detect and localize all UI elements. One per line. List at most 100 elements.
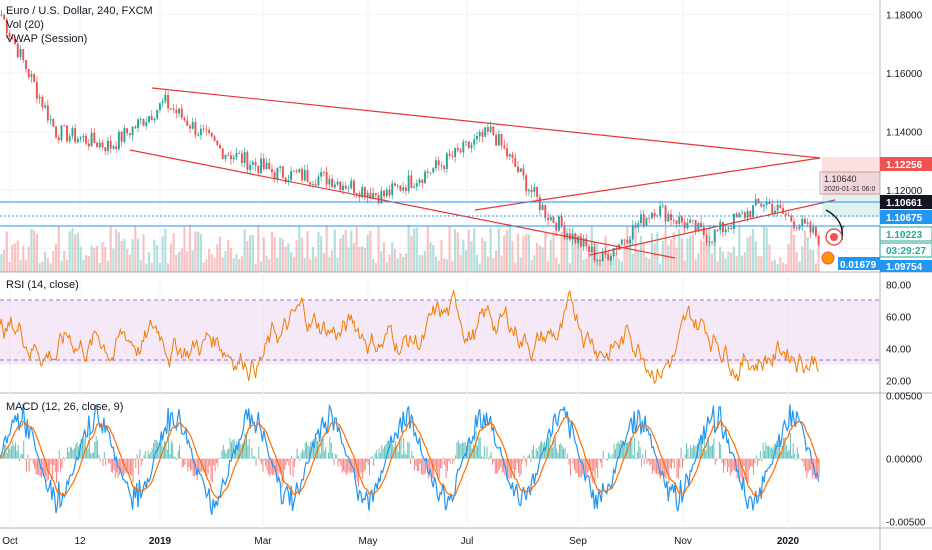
candle [506, 147, 508, 157]
svg-text:2020-01-31 06:0: 2020-01-31 06:0 [824, 186, 875, 193]
volume-bar [814, 263, 817, 272]
macd-hist-bar [188, 458, 190, 467]
macd-hist-bar [177, 450, 179, 459]
legend-vwap[interactable]: VWAP (Session) [6, 33, 88, 45]
event-badge-icon[interactable]: 7 [825, 225, 845, 246]
volume-bar [779, 257, 782, 272]
candle [760, 203, 763, 207]
candle [0, 14, 3, 16]
macd-hist-bar [553, 436, 555, 459]
macd-hist-bar [810, 458, 812, 471]
macd-hist-bar [498, 458, 500, 470]
volume-bar [210, 253, 213, 272]
volume-bar [136, 238, 140, 272]
svg-text:1.12256: 1.12256 [886, 160, 923, 171]
candle [150, 116, 153, 121]
macd-hist-bar [449, 458, 451, 464]
macd-hist-bar [191, 458, 193, 470]
candle [199, 128, 202, 136]
macd-hist-bar [291, 455, 293, 459]
macd-hist-bar [325, 447, 327, 459]
macd-hist-bar [796, 447, 798, 459]
macd-hist-bar [375, 449, 377, 459]
macd-hist-bar [703, 435, 705, 459]
volume-bar [16, 240, 19, 272]
macd-hist-bar [572, 458, 574, 464]
candle [120, 131, 123, 142]
volume-bar [251, 234, 254, 272]
macd-hist-bar [287, 458, 288, 462]
macd-hist-bar [302, 449, 304, 459]
candle [476, 136, 478, 140]
candle [336, 181, 339, 185]
candle [301, 168, 303, 181]
candle [527, 189, 530, 192]
macd-hist-bar [732, 458, 734, 471]
candle [681, 216, 683, 223]
macd-hist-bar [609, 454, 611, 459]
candle [429, 172, 432, 174]
candle [776, 204, 779, 211]
candle [746, 210, 749, 219]
macd-hist-bar [527, 455, 529, 459]
macd-hist-bar [215, 458, 217, 464]
rsi-legend[interactable]: RSI (14, close) [6, 279, 79, 291]
candle [508, 154, 511, 157]
candle [790, 215, 793, 222]
macd-hist-bar [138, 458, 140, 475]
legend-symbol[interactable]: Euro / U.S. Dollar, 240, FXCM [6, 5, 153, 17]
projection-box-red [822, 157, 880, 195]
macd-hist-bar [777, 444, 779, 459]
volume-bar [470, 241, 473, 272]
macd-hist-bar [564, 447, 566, 459]
volume-bar [546, 261, 550, 272]
candle [536, 187, 539, 198]
trend-line [474, 157, 821, 211]
candle [41, 96, 44, 108]
macd-hist-bar [668, 458, 670, 485]
candle [33, 74, 36, 83]
volume-bar [131, 239, 134, 272]
volume-bar [262, 237, 265, 272]
candle [555, 223, 558, 231]
candle [659, 206, 662, 216]
candle [52, 119, 55, 127]
volume-bar [369, 230, 372, 272]
macd-hist-bar [757, 458, 759, 467]
macd-legend[interactable]: MACD (12, 26, close, 9) [6, 401, 124, 413]
volume-bar [552, 231, 555, 272]
volume-bar [388, 254, 391, 272]
macd-hist-bar [817, 458, 819, 473]
volume-bar [702, 241, 705, 272]
volume-bar [65, 259, 69, 272]
event-badge-icon-2[interactable] [821, 251, 835, 265]
candle [68, 136, 71, 142]
macd-hist-bar [220, 458, 222, 459]
macd-hist-bar [68, 451, 70, 459]
macd-hist-bar [654, 458, 656, 474]
volume-bar [71, 228, 74, 272]
candle [369, 192, 372, 199]
macd-hist-bar [806, 458, 808, 479]
macd-hist-bar [513, 458, 515, 479]
countdown-tag: 03:29:27 [879, 242, 932, 258]
macd-hist-bar [630, 438, 632, 459]
volume-bar [325, 225, 328, 272]
volume-bar [664, 226, 667, 272]
macd-hist-bar [543, 441, 545, 459]
candle [3, 14, 6, 20]
macd-hist-bar [158, 442, 160, 459]
candle [260, 158, 262, 174]
candle [558, 216, 560, 231]
legend-vol[interactable]: Vol (20) [6, 19, 44, 31]
macd-hist-bar [39, 458, 41, 477]
macd-hist-bar [328, 452, 329, 459]
macd-hist-bar [35, 458, 37, 475]
candle [312, 184, 314, 185]
macd-hist-bar [198, 458, 200, 472]
macd-hist-bar [496, 458, 498, 474]
macd-hist-bar [408, 442, 410, 459]
volume-bar [328, 256, 331, 272]
candle [139, 119, 142, 120]
